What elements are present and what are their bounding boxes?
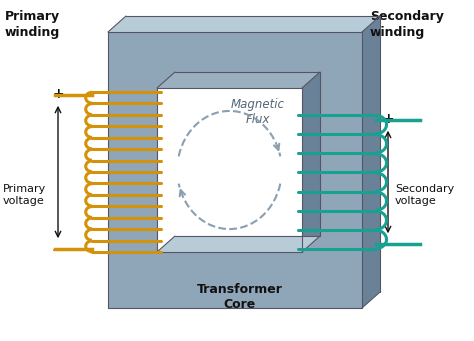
Text: Secondary
winding: Secondary winding: [370, 10, 444, 39]
Polygon shape: [362, 16, 380, 308]
Text: +: +: [382, 112, 394, 126]
Polygon shape: [108, 32, 362, 88]
Text: −: −: [382, 238, 394, 253]
Polygon shape: [108, 252, 362, 308]
Text: −: −: [52, 243, 64, 258]
Text: Secondary
voltage: Secondary voltage: [395, 184, 454, 206]
Polygon shape: [108, 16, 380, 32]
Polygon shape: [108, 88, 157, 252]
Text: Magnetic
Flux: Magnetic Flux: [230, 98, 284, 126]
Polygon shape: [302, 88, 362, 252]
Text: Primary
winding: Primary winding: [5, 10, 60, 39]
Text: Primary
voltage: Primary voltage: [3, 184, 46, 206]
Text: Transformer
Core: Transformer Core: [197, 283, 283, 311]
Polygon shape: [302, 72, 320, 252]
Polygon shape: [157, 72, 320, 88]
Text: +: +: [52, 87, 64, 101]
Polygon shape: [157, 236, 320, 252]
